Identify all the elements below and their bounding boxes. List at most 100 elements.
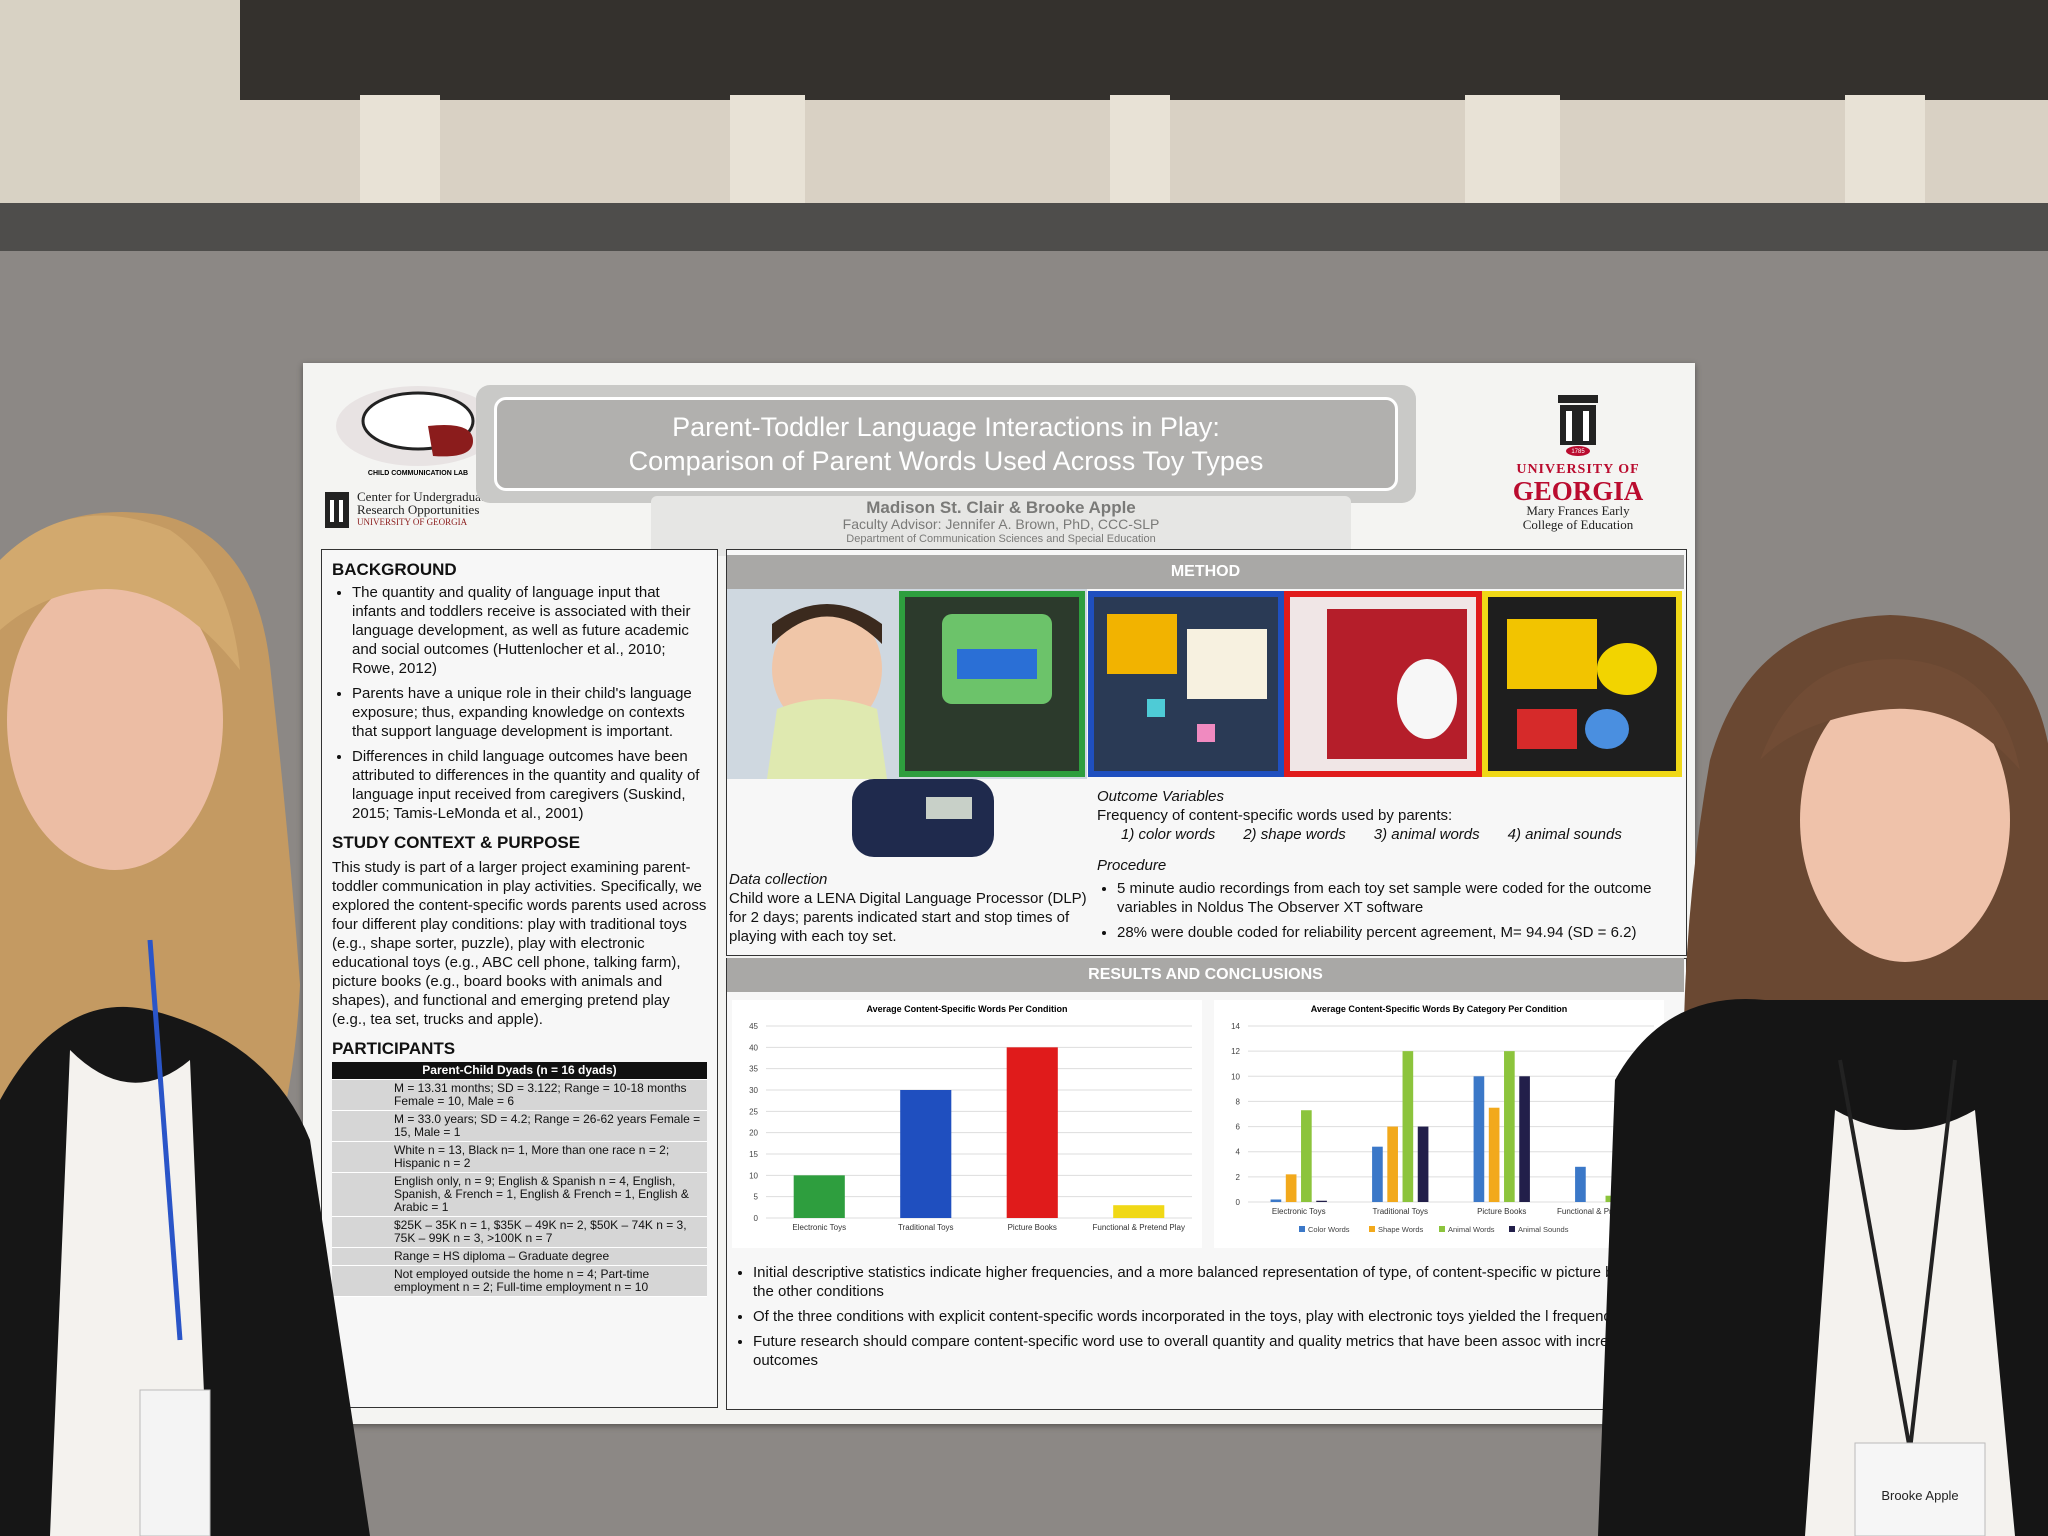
- data-collection: Data collection Child wore a LENA Digita…: [729, 870, 1089, 946]
- y-tick-label: 2: [1236, 1173, 1241, 1182]
- x-tick-label: Electronic Toys: [792, 1223, 846, 1232]
- chart: Average Content-Specific Words By Catego…: [1214, 1000, 1664, 1248]
- y-tick-label: 14: [1231, 1022, 1240, 1031]
- outcome: 2) shape words: [1243, 826, 1346, 843]
- chart-title: Average Content-Specific Words By Catego…: [1311, 1004, 1568, 1014]
- y-tick-label: 40: [749, 1043, 758, 1052]
- bar: [900, 1090, 952, 1218]
- results-heading: RESULTS AND CONCLUSIONS: [727, 958, 1684, 992]
- row-label: [332, 1141, 390, 1173]
- author-box: Madison St. Clair & Brooke Apple Faculty…: [651, 496, 1351, 556]
- row-value: White n = 13, Black n= 1, More than one …: [390, 1141, 707, 1173]
- bullet: Of the three conditions with explicit co…: [753, 1307, 1683, 1326]
- legend-swatch: [1439, 1226, 1445, 1232]
- bullet: 28% were double coded for reliability pe…: [1117, 923, 1677, 942]
- chart-title: Average Content-Specific Words Per Condi…: [866, 1004, 1067, 1014]
- outcomes: Outcome Variables Frequency of content-s…: [1097, 787, 1677, 948]
- title-box: Parent-Toddler Language Interactions in …: [476, 385, 1416, 503]
- y-tick-label: 30: [749, 1086, 758, 1095]
- y-tick-label: 10: [749, 1171, 758, 1180]
- label: Outcome Variables: [1097, 788, 1225, 805]
- bullet-list: The quantity and quality of language inp…: [332, 583, 707, 823]
- x-tick-label: Functional & Pretend Play: [1093, 1223, 1186, 1232]
- bar: [1488, 1107, 1500, 1202]
- title-line: Comparison of Parent Words Used Across T…: [628, 446, 1264, 476]
- y-tick-label: 20: [749, 1129, 758, 1138]
- bar: [1417, 1126, 1429, 1202]
- label: Data collection: [729, 871, 828, 888]
- y-tick-label: 35: [749, 1065, 758, 1074]
- bar: [1113, 1205, 1165, 1218]
- uga-college: College of Education: [1522, 517, 1634, 532]
- uga-line2: GEORGIA: [1512, 476, 1644, 506]
- method-heading: METHOD: [727, 555, 1684, 589]
- heading: STUDY CONTEXT & PURPOSE: [332, 833, 581, 852]
- table-row: English only, n = 9; English & Spanish n…: [332, 1172, 707, 1217]
- label: Procedure: [1097, 857, 1167, 874]
- y-tick-label: 12: [1231, 1047, 1240, 1056]
- y-tick-label: 10: [1231, 1072, 1240, 1081]
- legend-label: Shape Words: [1378, 1225, 1424, 1234]
- bullet: Initial descriptive statistics indicate …: [753, 1263, 1683, 1301]
- bar: [1473, 1076, 1485, 1202]
- title: Parent-Toddler Language Interactions in …: [494, 397, 1398, 491]
- x-tick-label: Picture Books: [1477, 1207, 1526, 1216]
- y-tick-label: 8: [1236, 1097, 1241, 1106]
- table-row: M = 33.0 years; SD = 4.2; Range = 26-62 …: [332, 1110, 707, 1142]
- row-label: [332, 1110, 390, 1142]
- y-tick-label: 0: [754, 1214, 759, 1223]
- poster: CHILD COMMUNICATION LAB Center for Under…: [303, 363, 1695, 1424]
- table-row: Range = HS diploma – Graduate degree: [332, 1247, 707, 1266]
- outcome: 3) animal words: [1373, 826, 1480, 843]
- row-label: [332, 1216, 390, 1248]
- uga-logo: 1785 UNIVERSITY OF GEORGIA Mary Frances …: [1493, 395, 1663, 532]
- row-value: Range = HS diploma – Graduate degree: [390, 1247, 707, 1266]
- bar: [1504, 1051, 1515, 1202]
- participants-table: Parent-Child Dyads (n = 16 dyads) M = 13…: [332, 1062, 707, 1297]
- row-label: [332, 1079, 390, 1111]
- legend-label: Animal Sounds: [1518, 1225, 1569, 1234]
- paragraph: Child wore a LENA Digital Language Proce…: [729, 890, 1087, 945]
- authors: Madison St. Clair & Brooke Apple: [866, 498, 1136, 517]
- table-row: Not employed outside the home n = 4; Par…: [332, 1265, 707, 1297]
- table-body: M = 13.31 months; SD = 3.122; Range = 10…: [332, 1079, 707, 1297]
- x-tick-label: Traditional Toys: [898, 1223, 954, 1232]
- paragraph: Frequency of content-specific words used…: [1097, 807, 1453, 824]
- bullet-list: Initial descriptive statistics indicate …: [733, 1263, 1683, 1370]
- bar: [1270, 1199, 1282, 1202]
- table-row: White n = 13, Black n= 1, More than one …: [332, 1141, 707, 1173]
- curo-line: UNIVERSITY OF GEORGIA: [357, 517, 468, 527]
- uga-arch: 1785: [1558, 395, 1598, 456]
- legend-swatch: [1369, 1226, 1375, 1232]
- row-value: English only, n = 9; English & Spanish n…: [390, 1172, 707, 1217]
- left-column: BACKGROUND The quantity and quality of l…: [321, 549, 718, 1408]
- x-tick-label: Picture Books: [1008, 1223, 1057, 1232]
- badge-name: Brooke Apple: [1881, 1488, 1958, 1503]
- y-tick-label: 0: [1236, 1198, 1241, 1207]
- outcome: 4) animal sounds: [1507, 826, 1622, 843]
- advisor: Faculty Advisor: Jennifer A. Brown, PhD,…: [842, 516, 1160, 532]
- bar: [1387, 1126, 1398, 1202]
- legend-swatch: [1299, 1226, 1305, 1232]
- y-tick-label: 4: [1236, 1148, 1241, 1157]
- bullet: 5 minute audio recordings from each toy …: [1117, 879, 1677, 917]
- bullet: Parents have a unique role in their chil…: [352, 684, 707, 741]
- bar: [1301, 1110, 1312, 1202]
- chart: Average Content-Specific Words Per Condi…: [732, 1000, 1202, 1248]
- row-label: [332, 1265, 390, 1297]
- lena-device: [852, 779, 994, 857]
- curo-line: Center for Undergraduate: [357, 489, 491, 504]
- lab-name: CHILD COMMUNICATION LAB: [368, 470, 468, 477]
- table-row: M = 13.31 months; SD = 3.122; Range = 10…: [332, 1079, 707, 1111]
- x-tick-label: Traditional Toys: [1372, 1207, 1428, 1216]
- y-tick-label: 25: [749, 1107, 758, 1116]
- table-header: Parent-Child Dyads (n = 16 dyads): [332, 1062, 707, 1080]
- bullet: Future research should compare content-s…: [753, 1332, 1683, 1370]
- heading: BACKGROUND: [332, 560, 457, 579]
- bullet: Differences in child language outcomes h…: [352, 747, 707, 823]
- curo-text: Center for Undergraduate Research Opport…: [357, 490, 490, 529]
- heading: PARTICIPANTS: [332, 1039, 456, 1058]
- bar: [1006, 1047, 1058, 1218]
- bullet: The quantity and quality of language inp…: [352, 583, 707, 678]
